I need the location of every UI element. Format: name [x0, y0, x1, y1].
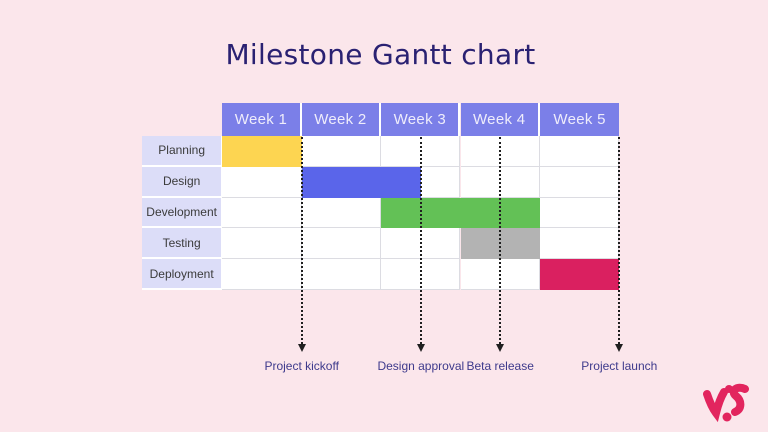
grid-cell: [301, 136, 382, 167]
milestone-line-project-kickoff: [300, 137, 303, 344]
arrow-down-icon: [615, 344, 624, 352]
grid-cell: [222, 259, 302, 290]
column-header-week-4: Week 4: [460, 103, 540, 136]
grid-cell: [539, 197, 620, 229]
gantt-bar-development: [381, 197, 540, 229]
task-row-label-testing: Testing: [142, 228, 223, 260]
grid-cell: [301, 197, 382, 229]
column-header-week-1: Week 1: [222, 103, 302, 136]
milestone-line-design-approval: [419, 137, 422, 344]
milestone-label-beta-release: Beta release: [466, 359, 534, 373]
grid-cell: [539, 228, 620, 260]
arrow-down-icon: [416, 344, 425, 352]
grid-cell: [301, 259, 382, 290]
milestone-line-project-launch: [618, 137, 621, 344]
milestone-label-project-kickoff: Project kickoff: [264, 359, 339, 373]
milestone-label-design-approval: Design approval: [377, 359, 465, 373]
gantt-bar-planning: [222, 136, 302, 167]
arrow-down-icon: [496, 344, 505, 352]
grid-cell: [539, 136, 620, 167]
grid-cell: [222, 228, 302, 260]
milestone-label-project-launch: Project launch: [581, 359, 658, 373]
task-row-label-planning: Planning: [142, 136, 223, 167]
task-row-label-development: Development: [142, 197, 223, 229]
grid-cell: [539, 166, 620, 198]
arrow-down-icon: [297, 344, 306, 352]
vistacreate-logo-icon: [703, 383, 749, 423]
chart-title: Milestone Gantt chart: [225, 38, 536, 71]
column-header-week-3: Week 3: [381, 103, 461, 136]
task-row-label-design: Design: [142, 166, 223, 198]
column-header-week-2: Week 2: [301, 103, 382, 136]
column-header-week-5: Week 5: [539, 103, 620, 136]
grid-cell: [222, 197, 302, 229]
gantt-bar-design: [301, 166, 421, 198]
grid-cell: [301, 228, 382, 260]
task-row-label-deployment: Deployment: [142, 259, 223, 290]
milestone-line-beta-release: [499, 137, 502, 344]
grid-cell: [222, 166, 302, 198]
gantt-bar-deployment: [539, 259, 620, 290]
